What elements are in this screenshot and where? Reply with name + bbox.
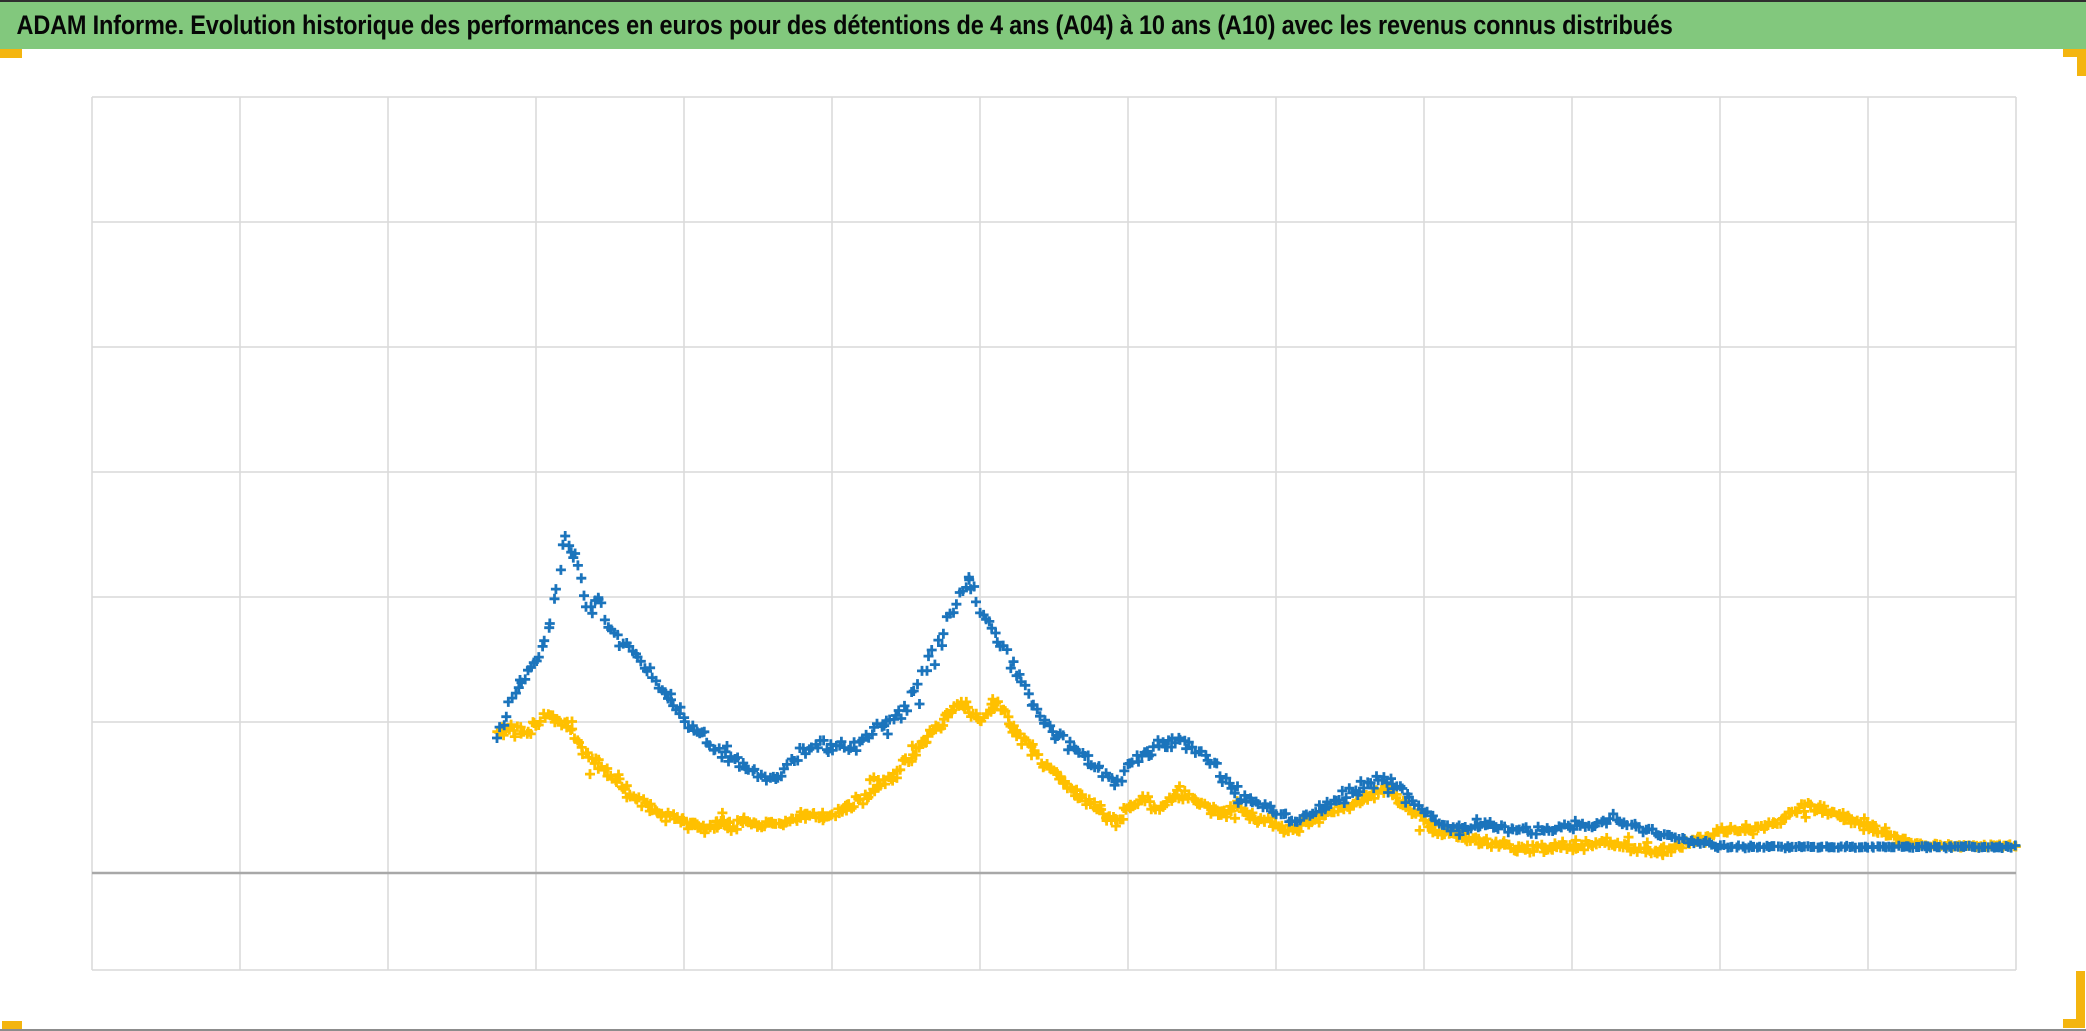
bottom-rule xyxy=(0,1029,2086,1031)
accent-top-left xyxy=(0,49,22,58)
accent-top-right-vertical xyxy=(2077,49,2086,76)
yellow-series xyxy=(492,694,2021,861)
accent-bottom-right-horizontal xyxy=(2063,1019,2085,1028)
accent-top-right-horizontal xyxy=(2063,49,2086,57)
page-title: ADAM Informe. Evolution historique des p… xyxy=(16,10,1673,40)
title-bar: ADAM Informe. Evolution historique des p… xyxy=(0,0,2086,49)
accent-bottom-left xyxy=(2,1021,22,1029)
blue-series xyxy=(492,531,2021,854)
accent-bottom-right-vertical xyxy=(2076,971,2085,1028)
